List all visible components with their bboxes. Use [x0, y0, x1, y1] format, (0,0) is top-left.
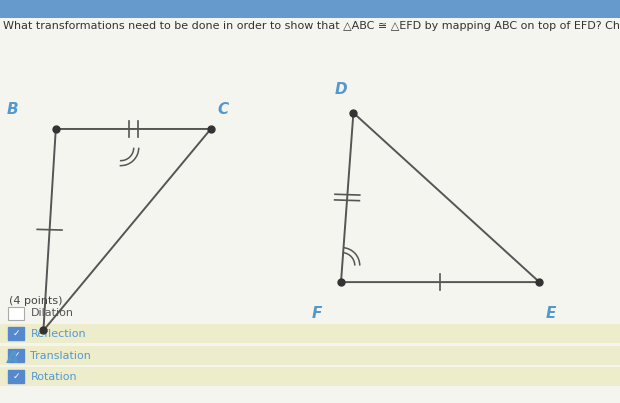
Text: ✓: ✓ [12, 351, 20, 360]
FancyBboxPatch shape [8, 307, 24, 320]
FancyBboxPatch shape [8, 370, 24, 383]
Text: B: B [7, 102, 19, 117]
FancyBboxPatch shape [0, 346, 620, 365]
Text: What transformations need to be done in order to show that △ABC ≅ △EFD by mappin: What transformations need to be done in … [3, 21, 620, 31]
Text: F: F [312, 306, 322, 321]
FancyBboxPatch shape [0, 324, 620, 343]
Text: Translation: Translation [30, 351, 91, 361]
FancyBboxPatch shape [8, 327, 24, 340]
Text: Rotation: Rotation [30, 372, 77, 382]
Text: ✓: ✓ [12, 372, 20, 381]
Text: C: C [217, 102, 228, 117]
Text: A: A [7, 351, 19, 366]
Text: D: D [335, 82, 347, 97]
Text: ✓: ✓ [12, 329, 20, 338]
Text: Dilation: Dilation [30, 308, 73, 318]
Text: (4 points): (4 points) [9, 296, 63, 306]
Text: E: E [546, 306, 556, 321]
FancyBboxPatch shape [0, 294, 620, 403]
FancyBboxPatch shape [0, 0, 620, 18]
FancyBboxPatch shape [8, 349, 24, 362]
FancyBboxPatch shape [0, 367, 620, 386]
Text: Reflection: Reflection [30, 328, 86, 339]
